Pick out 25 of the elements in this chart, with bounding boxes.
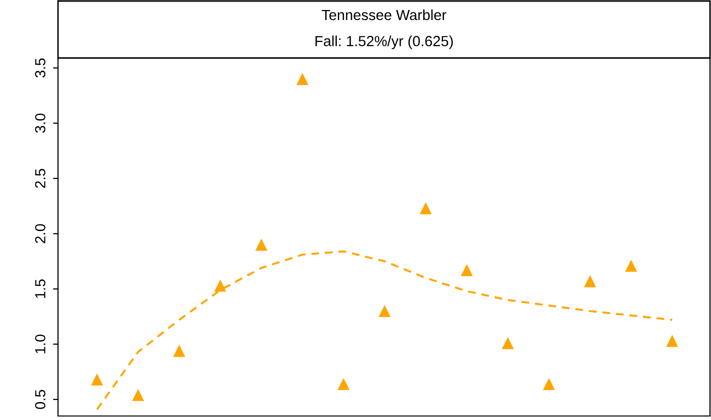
line-series <box>96 250 674 410</box>
point <box>214 280 226 292</box>
y-tick-label: 0.5 <box>35 390 46 409</box>
y-tick-label: 3.5 <box>35 58 46 78</box>
y-tick-label: 1.5 <box>35 279 46 298</box>
point <box>420 202 432 214</box>
point <box>542 378 555 390</box>
point <box>91 374 104 386</box>
point <box>338 378 350 390</box>
point <box>584 275 596 288</box>
chart-subtitle: Fall: 1.52%/yr (0.625) <box>315 36 453 50</box>
y-tick-label: 3.0 <box>35 114 46 133</box>
point <box>625 260 638 272</box>
point <box>666 334 678 347</box>
y-tick-label: 2.0 <box>35 224 46 244</box>
point <box>255 238 268 251</box>
y-tick-label: 2.5 <box>35 168 46 188</box>
point <box>132 388 144 402</box>
point <box>460 264 473 276</box>
point <box>502 337 514 350</box>
point <box>378 305 391 318</box>
y-tick-label: 1.0 <box>35 334 46 354</box>
chart-title: Tennessee Warbler <box>322 9 446 20</box>
point <box>296 72 308 86</box>
point <box>173 344 186 357</box>
